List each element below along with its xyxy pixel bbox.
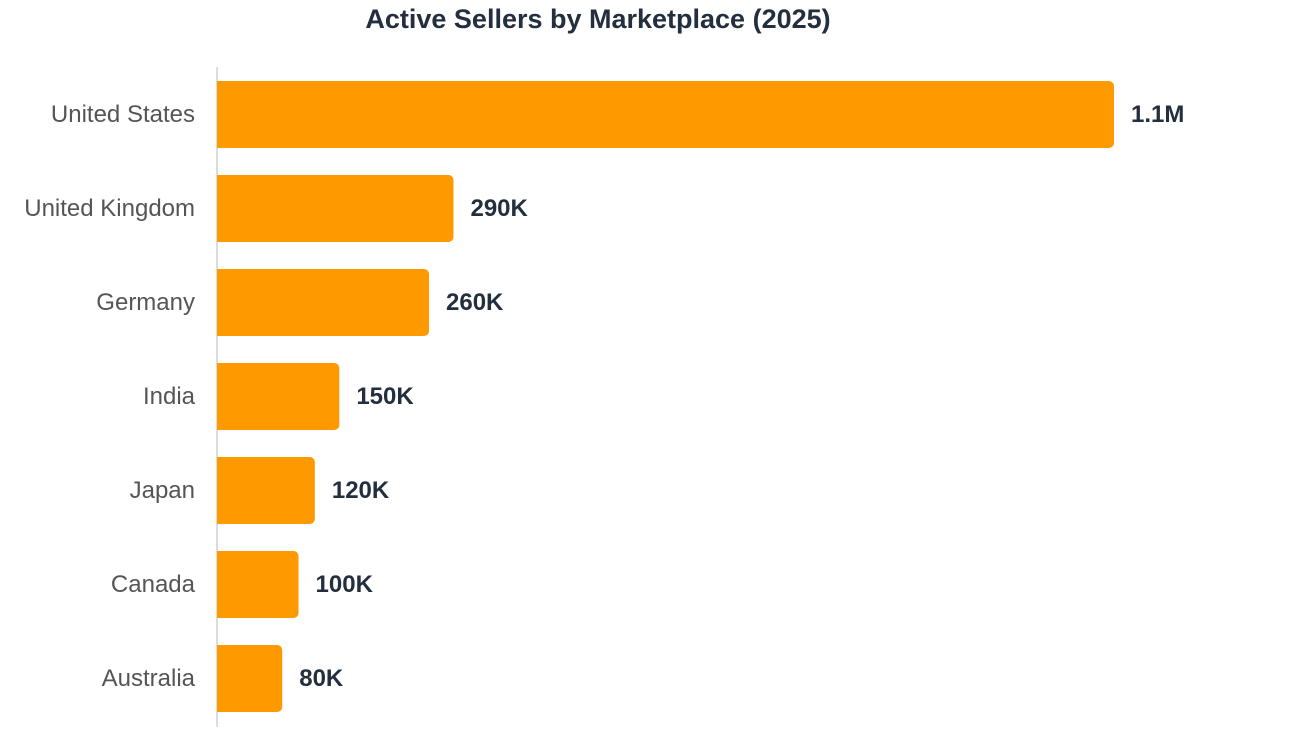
category-label-australia: Australia <box>102 665 196 692</box>
bar-rect <box>217 645 283 712</box>
bar-rect-base <box>217 645 227 712</box>
category-label-japan: Japan <box>130 477 195 504</box>
category-label-india: India <box>143 383 196 410</box>
category-label-canada: Canada <box>111 571 196 598</box>
category-label-germany: Germany <box>96 289 195 316</box>
category-label-united-states: United States <box>51 101 195 128</box>
bar-australia <box>217 645 283 712</box>
bar-rect-base <box>217 457 227 524</box>
bar-rect-base <box>217 363 227 430</box>
bar-rect <box>217 457 315 524</box>
bar-canada <box>217 551 299 618</box>
value-label-united-states: 1.1M <box>1131 101 1184 128</box>
value-label-germany: 260K <box>446 289 504 316</box>
category-label-united-kingdom: United Kingdom <box>24 195 195 222</box>
value-label-japan: 120K <box>332 477 390 504</box>
bars-layer: United States 1.1M United Kingdom 290K Germa… <box>24 81 1184 712</box>
bar-rect-base <box>217 551 227 618</box>
bar-rect <box>217 363 340 430</box>
bar-rect-base <box>217 175 227 242</box>
bar-rect <box>217 269 430 336</box>
bar-rect-base <box>217 81 227 148</box>
chart-title: Active Sellers by Marketplace (2025) <box>365 4 830 34</box>
value-label-australia: 80K <box>299 665 344 692</box>
value-label-united-kingdom: 290K <box>470 195 528 222</box>
bar-japan <box>217 457 315 524</box>
bar-rect <box>217 81 1114 148</box>
bar-united-states <box>217 81 1114 148</box>
bar-united-kingdom <box>217 175 454 242</box>
bar-rect <box>217 175 454 242</box>
value-label-canada: 100K <box>316 571 374 598</box>
bar-germany <box>217 269 430 336</box>
value-label-india: 150K <box>356 383 414 410</box>
bar-rect-base <box>217 269 227 336</box>
bar-india <box>217 363 340 430</box>
bar-rect <box>217 551 299 618</box>
